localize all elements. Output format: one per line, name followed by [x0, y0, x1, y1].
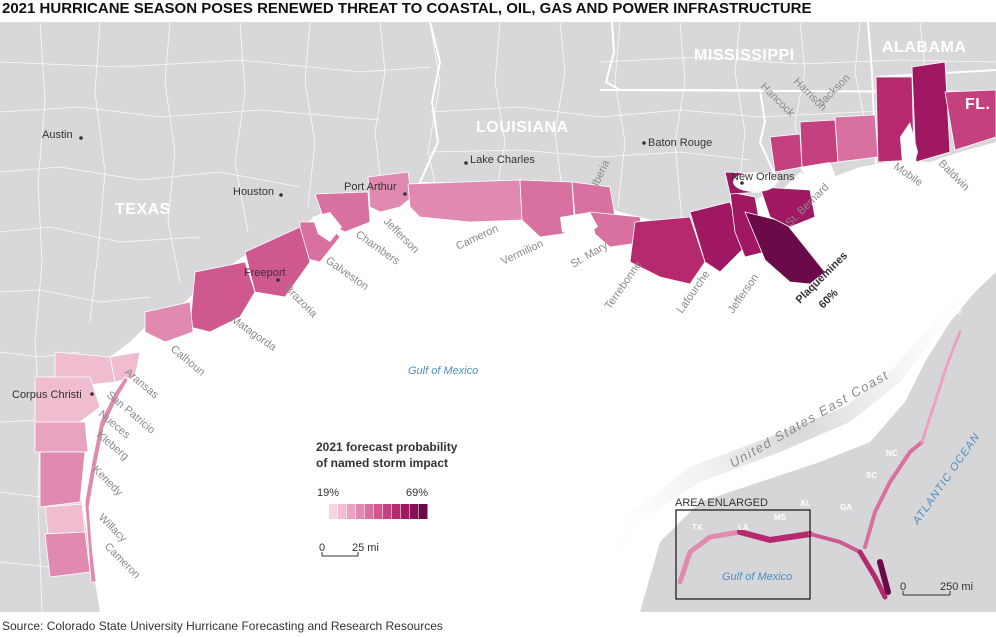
gulf-label: Gulf of Mexico — [408, 365, 478, 377]
inset-abbr-tx: TX — [692, 523, 703, 532]
inset-scale-distance: 250 mi — [940, 581, 973, 593]
county-calhoun — [144, 301, 194, 343]
legend-swatch — [401, 504, 410, 519]
scale-zero: 0 — [319, 542, 325, 554]
county-cameron-tx — [44, 531, 91, 578]
legend-min-label: 19% — [317, 487, 339, 499]
city-label-new-orleans: New Orleans — [731, 171, 795, 183]
state-label-florida: FL. — [965, 96, 991, 113]
city-label-baton-rouge: Baton Rouge — [648, 137, 712, 149]
parish-jefferson-la — [729, 191, 766, 258]
parish-label-st-mary: St. Mary — [569, 239, 611, 270]
county-label-cameron-tx: Cameron — [102, 541, 142, 581]
parish-st-bernard — [759, 186, 816, 228]
state-label-alabama: ALABAMA — [882, 39, 966, 56]
map: TEXAS LOUISIANA MISSISSIPPI ALABAMA FL. … — [0, 22, 996, 612]
inset-abbr-ga: GA — [840, 503, 852, 512]
parish-label-cameron: Cameron — [454, 223, 500, 253]
state-label-mississippi: MISSISSIPPI — [694, 47, 795, 64]
inset-abbr-sc: SC — [866, 471, 877, 480]
county-label-baldwin: Baldwin — [936, 158, 972, 194]
county-nueces — [34, 376, 101, 423]
scale-bar-inset: 0 250 mi — [900, 581, 973, 596]
county-label-kenedy: Kenedy — [90, 464, 125, 499]
inset-abbr-al: AL — [800, 499, 811, 508]
city-markers — [79, 136, 744, 396]
inset-abbr-la: LA — [738, 523, 749, 532]
county-kleberg — [34, 421, 89, 453]
legend-title-line2: of named storm impact — [316, 456, 448, 470]
legend-swatch — [419, 504, 428, 519]
county-hancock — [769, 133, 803, 173]
parish-label-terrebonne: Terrebonne — [603, 259, 645, 311]
legend-swatch — [410, 504, 419, 519]
legend-swatch — [338, 504, 347, 519]
county-baldwin — [911, 61, 951, 163]
county-label-brazoria: Brazoria — [282, 283, 320, 321]
legend-swatch — [329, 504, 338, 519]
legend-title-line1: 2021 forecast probability — [316, 440, 458, 454]
inset-abbr-me: ME — [950, 307, 963, 316]
city-label-houston: Houston — [233, 186, 274, 198]
county-brazoria — [244, 226, 311, 298]
inset-abbr-nc: NC — [886, 449, 898, 458]
legend-swatch — [365, 504, 374, 519]
county-jackson — [834, 114, 879, 163]
legend-swatch — [392, 504, 401, 519]
map-svg: TEXAS LOUISIANA MISSISSIPPI ALABAMA FL. … — [0, 22, 996, 612]
county-label-aransas: Aransas — [122, 366, 161, 401]
county-label-matagorda: Matagorda — [228, 314, 279, 354]
scale-distance: 25 mi — [352, 542, 379, 554]
inset-area-label: AREA ENLARGED — [675, 497, 768, 509]
county-harrison — [799, 119, 839, 168]
county-willacy — [44, 503, 86, 535]
city-label-lake-charles: Lake Charles — [470, 154, 535, 166]
legend-color-ramp — [329, 504, 428, 519]
state-label-texas: TEXAS — [115, 201, 171, 218]
parish-cameron — [407, 179, 523, 223]
page-title: 2021 HURRICANE SEASON POSES RENEWED THRE… — [2, 0, 812, 17]
city-label-port-arthur: Port Arthur — [344, 181, 397, 193]
county-kenedy — [39, 451, 86, 508]
ms-al-fl-counties — [769, 61, 996, 173]
inset-gulf-label: Gulf of Mexico — [722, 571, 792, 583]
county-escambia-fl — [944, 89, 996, 151]
inset-area-box — [675, 509, 811, 600]
legend-swatch — [374, 504, 383, 519]
city-label-corpus-christi: Corpus Christi — [12, 389, 82, 401]
bays — [312, 122, 918, 242]
source-note: Source: Colorado State University Hurric… — [2, 619, 443, 633]
parish-terrebonne — [629, 216, 706, 285]
legend-swatch — [383, 504, 392, 519]
parish-label-vermilion: Vermilion — [499, 238, 545, 268]
scale-bar-main: 0 25 mi — [319, 542, 379, 557]
legend-swatch — [356, 504, 365, 519]
county-label-calhoun: Calhoun — [168, 343, 207, 379]
county-jefferson-tx — [367, 171, 413, 213]
city-label-freeport: Freeport — [244, 267, 286, 279]
parish-st-mary — [589, 211, 646, 248]
county-label-galveston: Galveston — [323, 255, 370, 293]
parish-lafourche — [689, 201, 746, 273]
barrier-island — [84, 376, 129, 583]
county-label-willacy: Willacy — [96, 512, 129, 545]
inset-coast — [677, 330, 962, 600]
state-label-louisiana: LOUISIANA — [476, 119, 569, 136]
land-mass — [0, 22, 996, 612]
highlight-value: 60% — [817, 287, 841, 311]
parish-label-jefferson-la: Jefferson — [726, 272, 762, 316]
inset-abbr-ms: MS — [774, 513, 787, 522]
city-label-austin: Austin — [42, 129, 73, 141]
inset-land — [590, 242, 996, 612]
legend-swatch — [347, 504, 356, 519]
legend: 2021 forecast probability of named storm… — [316, 440, 458, 519]
inset-scale-zero: 0 — [900, 581, 906, 593]
legend-max-label: 69% — [406, 487, 428, 499]
